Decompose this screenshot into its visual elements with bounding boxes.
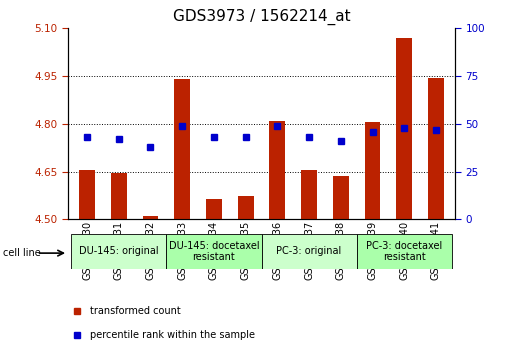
Bar xyxy=(301,170,317,219)
Bar xyxy=(206,199,222,219)
Text: GDS3973 / 1562214_at: GDS3973 / 1562214_at xyxy=(173,9,350,25)
Text: DU-145: docetaxel
resistant: DU-145: docetaxel resistant xyxy=(168,240,259,262)
Bar xyxy=(71,234,166,269)
Bar xyxy=(166,234,262,269)
Text: PC-3: original: PC-3: original xyxy=(277,246,342,256)
Bar xyxy=(111,173,127,219)
Bar xyxy=(262,234,357,269)
Bar xyxy=(143,216,158,219)
Bar xyxy=(396,38,412,219)
Text: DU-145: original: DU-145: original xyxy=(79,246,158,256)
Text: transformed count: transformed count xyxy=(90,306,181,316)
Bar xyxy=(428,78,444,219)
Bar xyxy=(174,79,190,219)
Text: cell line: cell line xyxy=(3,248,40,258)
Bar xyxy=(365,122,380,219)
Bar xyxy=(269,121,285,219)
Bar xyxy=(333,176,349,219)
Text: PC-3: docetaxel
resistant: PC-3: docetaxel resistant xyxy=(366,240,442,262)
Bar xyxy=(357,234,452,269)
Bar xyxy=(238,195,254,219)
Bar xyxy=(79,170,95,219)
Text: percentile rank within the sample: percentile rank within the sample xyxy=(90,330,255,340)
